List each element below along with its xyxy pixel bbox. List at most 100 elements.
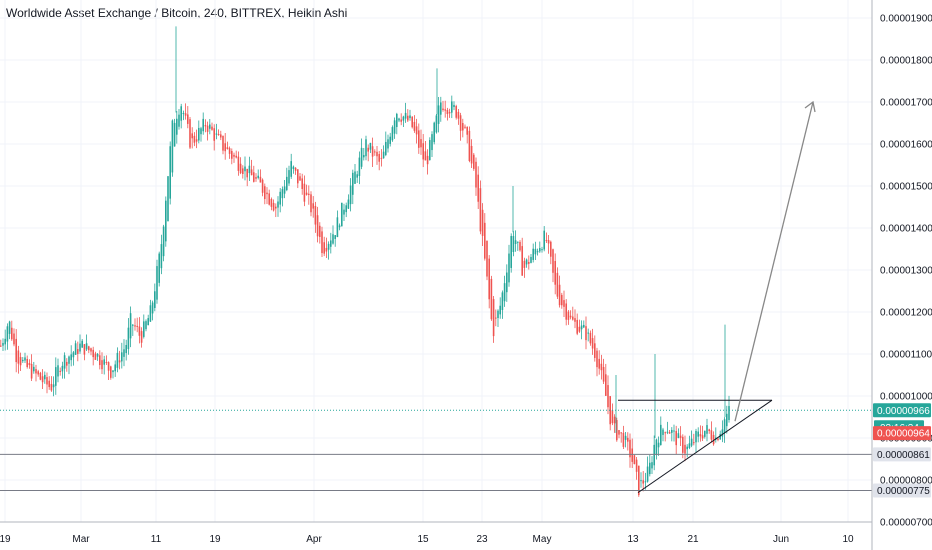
projection-arrow-head [804,100,816,113]
candle-down [550,241,552,257]
candle-down [0,345,2,347]
candle-down [246,168,248,178]
candle-up [653,444,655,466]
candle-down [422,143,424,160]
y-tick-label: 0.00001300 [880,266,932,277]
candle-up [506,272,508,293]
y-tick-label: 0.00001500 [880,182,932,193]
candle-up [671,429,673,433]
candle-up [646,466,649,482]
price-tags: 0.0000096603:16:340.000009640.000008610.… [873,403,931,498]
candle-up [127,327,130,350]
candle-up [365,139,367,157]
candle-down [13,333,15,345]
candle-up [129,313,132,339]
candle-up [677,433,680,439]
candle-down [490,278,493,320]
x-tick-label: 23 [476,534,488,545]
candle-up [532,248,534,260]
candle-down [701,435,704,439]
candle-up [277,201,279,208]
candle-down [66,361,68,366]
candle-up [512,236,515,252]
candle-down [411,116,413,128]
candle-down [609,396,611,425]
candle-down [275,206,277,209]
candle-up [435,115,438,133]
candle-up [8,321,11,334]
candle-down [495,317,497,319]
candle-up [649,462,651,475]
candle-down [242,168,244,175]
candle-up [624,435,627,440]
candle-down [446,109,449,115]
candle-down [635,459,638,472]
candle-down [523,260,526,268]
triangle-support-line [637,399,773,494]
candle-down [466,127,468,135]
candle-up [543,230,545,250]
candle-down [371,146,374,157]
candle-up [396,113,398,128]
candle-up [402,116,405,121]
candle-up [182,113,185,115]
price-axis[interactable]: 0.00001900 0.00001800 0.00001700 0.00001600… [871,0,932,550]
candle-down [457,111,460,119]
candle-down [250,169,253,176]
candle-down [138,326,141,336]
candle-up [387,139,389,149]
candle-down [323,242,325,254]
candle-down [545,240,548,242]
candle-down [77,349,79,354]
candle-up [517,241,519,243]
candle-up [587,332,589,334]
time-axis[interactable]: 19 Mar 11 19 Apr 15 23 May 13 21 Jun 10 [0,521,872,545]
x-tick-label: 10 [842,534,854,545]
candle-up [167,176,169,222]
candle-down [712,434,715,445]
x-tick-label: 19 [209,534,221,545]
candle-down [299,176,301,181]
candle-up [640,480,642,482]
candle-up [96,353,99,357]
candle-up [534,248,537,255]
candle-up [149,305,152,322]
candle-down [101,360,103,370]
candle-down [616,420,618,441]
x-tick-label: 19 [0,534,11,545]
candle-up [352,172,354,195]
candle-down [477,174,479,202]
trend-drawings [618,100,816,494]
candle-down [519,241,521,251]
candle-down [228,148,231,154]
price-tag-label: 0.00000966 [877,406,930,417]
candles [0,26,730,497]
candle-down [297,169,299,184]
candle-up [338,225,341,228]
candle-up [176,118,178,135]
candle-up [55,367,57,386]
candle-up [244,166,246,172]
candle-up [143,321,145,337]
price-tag-label: 0.00000964 [877,429,930,440]
candle-up [283,186,286,194]
candle-up [431,134,433,151]
price-tag-label: 0.00000775 [877,486,930,497]
y-tick-label: 0.00001700 [880,98,932,109]
candle-down [310,194,312,213]
candle-down [618,430,620,435]
candle-down [189,119,191,148]
candle-up [369,142,372,150]
candle-down [594,343,596,358]
candle-down [475,161,477,188]
candle-up [358,157,361,176]
candle-down [140,331,143,343]
candle-up [68,356,70,364]
candle-up [327,243,330,250]
candle-down [195,139,198,142]
candle-up [508,253,510,283]
candle-up [147,318,149,326]
candle-down [110,366,112,378]
candle-down [220,134,222,138]
